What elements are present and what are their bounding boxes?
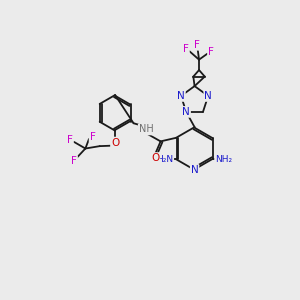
Text: F: F: [208, 47, 214, 57]
Text: F: F: [71, 156, 77, 166]
Text: O: O: [111, 138, 119, 148]
Text: O: O: [151, 153, 159, 163]
Text: F: F: [67, 135, 73, 145]
Text: NH: NH: [139, 124, 153, 134]
Text: N: N: [191, 165, 199, 175]
Text: F: F: [90, 132, 95, 142]
Text: NH₂: NH₂: [215, 155, 232, 164]
Text: N: N: [182, 107, 190, 117]
Text: H₂N: H₂N: [156, 155, 173, 164]
Text: N: N: [204, 91, 212, 101]
Text: N: N: [177, 91, 185, 101]
Text: F: F: [194, 40, 200, 50]
Text: F: F: [183, 44, 189, 54]
